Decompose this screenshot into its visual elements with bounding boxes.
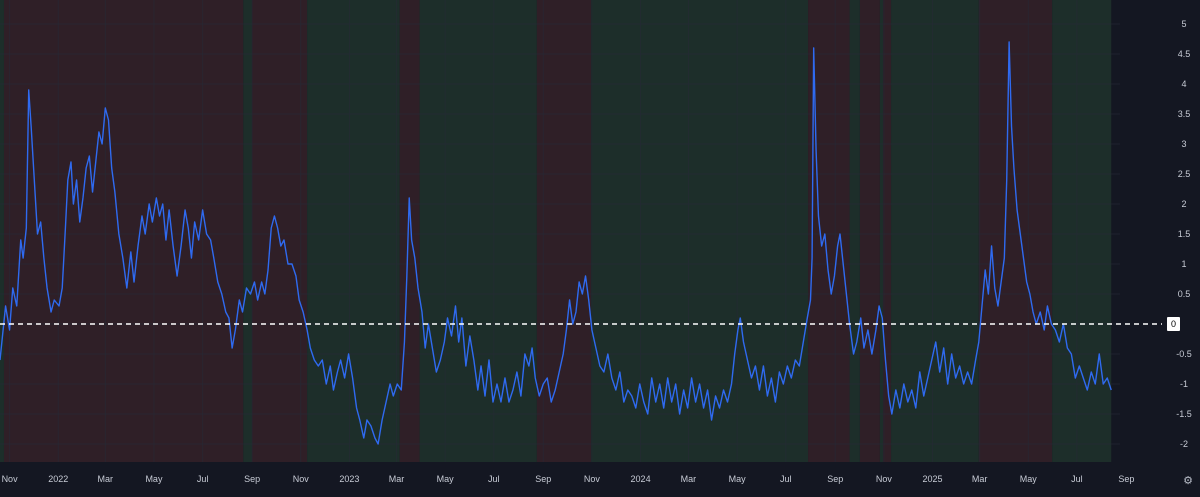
- x-tick-label: May: [437, 474, 455, 484]
- y-tick-label: 1.5: [1178, 229, 1191, 239]
- regime-band-positive: [419, 0, 537, 462]
- x-tick-label: Nov: [2, 474, 19, 484]
- regime-band-positive: [243, 0, 253, 462]
- y-tick-label: 4: [1181, 79, 1186, 89]
- regime-band-negative: [536, 0, 592, 462]
- x-tick-label: May: [729, 474, 747, 484]
- gear-icon[interactable]: ⚙: [1183, 475, 1193, 487]
- y-tick-label: 2.5: [1178, 169, 1191, 179]
- regime-band-positive: [879, 0, 884, 462]
- x-tick-label: 2022: [48, 474, 68, 484]
- y-tick-label: -1: [1180, 379, 1188, 389]
- x-tick-label: Mar: [681, 474, 697, 484]
- x-tick-label: Nov: [876, 474, 893, 484]
- x-tick-label: Sep: [827, 474, 843, 484]
- x-tick-label: May: [1020, 474, 1038, 484]
- regime-band-negative: [252, 0, 308, 462]
- x-tick-label: Jul: [488, 474, 500, 484]
- regime-band-positive: [307, 0, 400, 462]
- current-value-badge: [1167, 317, 1180, 331]
- regime-band-positive: [0, 0, 4, 462]
- regime-band-negative: [3, 0, 244, 462]
- x-tick-label: 2025: [923, 474, 943, 484]
- y-tick-label: 4.5: [1178, 49, 1191, 59]
- series-layer: [0, 41, 1112, 445]
- x-tick-label: Mar: [98, 474, 114, 484]
- series-line-0: [0, 41, 1112, 445]
- x-tick-label: Jul: [197, 474, 209, 484]
- x-tick-label: Nov: [293, 474, 310, 484]
- y-tick-label: 3.5: [1178, 109, 1191, 119]
- y-axis[interactable]: 5 4.5 4 3.5 3 2.5 2 1.5 1 0.5 -0.5 -1 -1.5 -2 0: [1167, 19, 1192, 449]
- y-tick-label: -2: [1180, 439, 1188, 449]
- x-tick-label: Jul: [780, 474, 792, 484]
- y-tick-label: 2: [1181, 199, 1186, 209]
- x-tick-label: 2024: [631, 474, 651, 484]
- x-tick-label: May: [145, 474, 163, 484]
- y-tick-label: 3: [1181, 139, 1186, 149]
- x-tick-label: Mar: [972, 474, 988, 484]
- x-tick-label: Sep: [244, 474, 260, 484]
- regime-band-negative: [978, 0, 1053, 462]
- y-tick-label: -1.5: [1176, 409, 1192, 419]
- regime-band-positive: [891, 0, 979, 462]
- regime-band-negative: [399, 0, 420, 462]
- grid-layer: [0, 0, 1120, 462]
- y-tick-label: 0.5: [1178, 289, 1191, 299]
- regime-band-positive: [849, 0, 860, 462]
- x-tick-label: 2023: [339, 474, 359, 484]
- y-tick-label: 1: [1181, 259, 1186, 269]
- regime-band-positive: [1052, 0, 1112, 462]
- x-tick-label: Jul: [1071, 474, 1083, 484]
- x-tick-label: Sep: [535, 474, 551, 484]
- regime-band-positive: [591, 0, 809, 462]
- regime-band-negative: [859, 0, 880, 462]
- regime-band-negative: [883, 0, 892, 462]
- x-tick-label: Sep: [1118, 474, 1134, 484]
- current-value-label: 0: [1171, 319, 1176, 329]
- y-tick-label: -0.5: [1176, 349, 1192, 359]
- x-axis[interactable]: Nov 2022 Mar May Jul Sep Nov 2023 Mar May Jul Sep No…: [2, 474, 1135, 484]
- y-tick-label: 5: [1181, 19, 1186, 29]
- x-tick-label: Mar: [389, 474, 405, 484]
- x-tick-label: Nov: [584, 474, 601, 484]
